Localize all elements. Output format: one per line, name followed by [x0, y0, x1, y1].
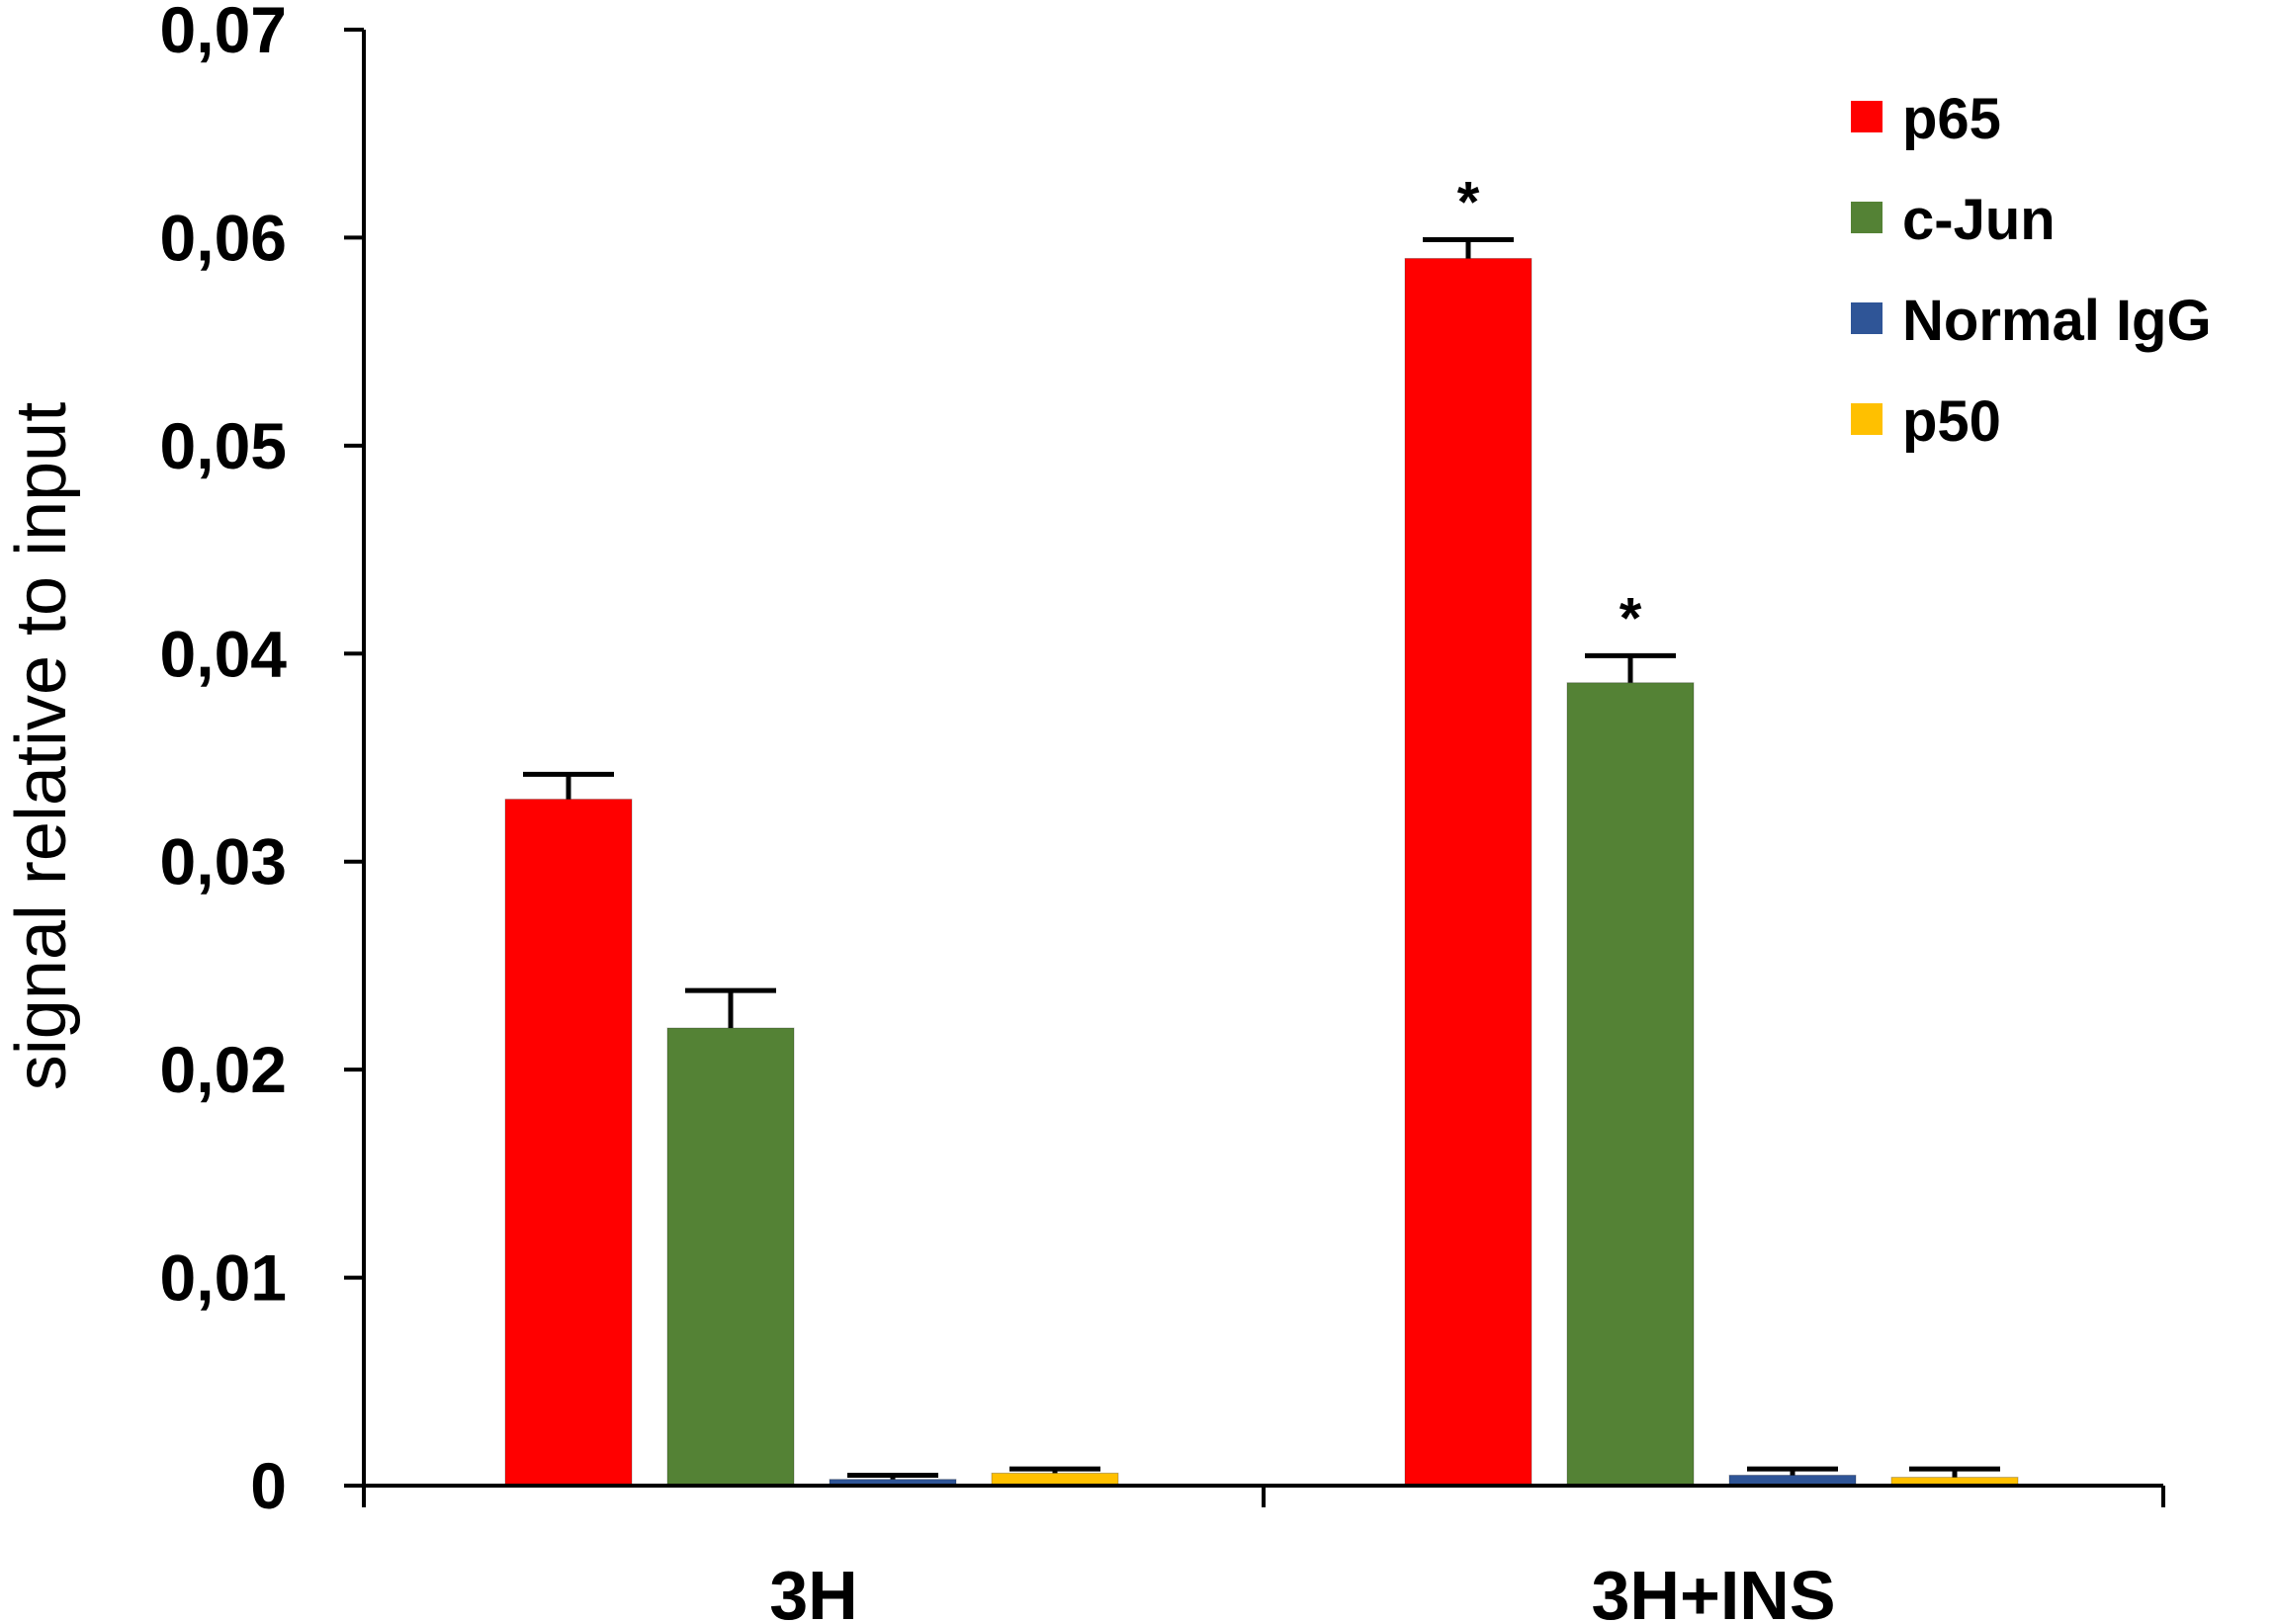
legend-swatch-normal-igg	[1851, 302, 1883, 334]
y-tick-label: 0,02	[160, 1033, 287, 1106]
legend-label: Normal IgG	[1902, 289, 2212, 353]
legend-swatch-p50	[1851, 403, 1883, 435]
y-tick-label: 0,04	[160, 617, 288, 690]
bar-group: **	[504, 171, 2019, 1487]
x-tick-label: 3H+INS	[1591, 1557, 1835, 1624]
y-tick-label: 0,07	[160, 0, 287, 66]
legend-swatch-p65	[1851, 101, 1883, 132]
y-tick-label: 0	[250, 1449, 287, 1522]
legend-label: c-Jun	[1902, 188, 2056, 252]
axes	[362, 30, 2165, 1507]
bar-p65-1	[1404, 257, 1533, 1487]
bar-c-jun-0	[666, 1027, 795, 1487]
y-tick-label: 0,05	[160, 409, 287, 482]
legend-label: p65	[1902, 87, 2001, 151]
y-tick-group: 0 0,01 0,02 0,03 0,04 0,05 0,06 0,07	[160, 0, 364, 1522]
significance-marker: *	[1620, 586, 1642, 650]
legend-swatch-c-jun	[1851, 202, 1883, 233]
x-tick-label: 3H	[769, 1557, 857, 1624]
significance-marker: *	[1457, 171, 1480, 235]
x-tick-group: 3H 3H+INS	[769, 1557, 1835, 1624]
y-tick-label: 0,06	[160, 201, 287, 274]
legend-label: p50	[1902, 389, 2001, 454]
legend: p65 c-Jun Normal IgG p50	[1851, 87, 2212, 454]
y-tick-label: 0,03	[160, 825, 287, 898]
y-tick-label: 0,01	[160, 1241, 287, 1315]
bar-c-jun-1	[1566, 682, 1695, 1487]
y-axis-label: signal relative to input	[2, 402, 81, 1090]
bar-p65-0	[504, 799, 633, 1487]
